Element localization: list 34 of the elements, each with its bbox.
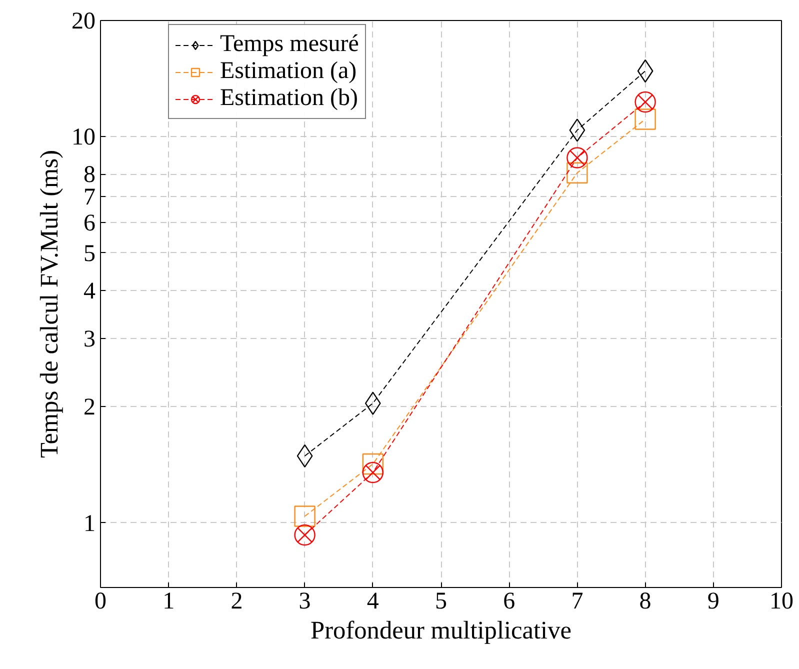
point: [364, 392, 381, 415]
y-axis-title: Temps de calcul FV.Mult (ms): [36, 150, 64, 458]
point: [634, 108, 656, 130]
point: [634, 91, 656, 113]
x-tick-label: 1: [162, 588, 175, 614]
point: [566, 162, 588, 184]
y-tick-label: 3: [84, 326, 96, 353]
x-tick-label: 10: [770, 588, 794, 614]
x-tick-label: 4: [366, 588, 379, 614]
y-tick-label: 5: [84, 240, 96, 267]
point: [362, 453, 384, 475]
y-tick-label: 10: [72, 124, 96, 151]
y-tick-label: 20: [72, 8, 96, 34]
x-tick-label: 7: [571, 588, 584, 614]
point: [294, 506, 316, 527]
x-tick-label: 2: [230, 588, 243, 614]
legend-label: Estimation (a): [220, 58, 357, 85]
y-tick-label: 2: [84, 394, 96, 421]
x-tick-label: 5: [435, 588, 447, 614]
point: [362, 462, 384, 484]
x-tick-label: 3: [298, 588, 311, 614]
x-tick-label: 9: [707, 588, 720, 614]
point: [566, 147, 588, 168]
legend-label: Temps mesuré: [220, 31, 359, 58]
y-tick-label: 4: [84, 278, 96, 304]
point: [294, 524, 316, 546]
x-tick-label: 8: [639, 588, 652, 614]
y-tick-label: 1: [84, 510, 96, 537]
x-tick-label: 6: [503, 588, 516, 614]
y-tick-label: 6: [84, 210, 96, 236]
legend-label: Estimation (b): [220, 85, 358, 112]
point: [569, 118, 586, 142]
x-axis-title: Profondeur multiplicative: [310, 616, 572, 644]
x-tick-label: 0: [94, 588, 106, 614]
